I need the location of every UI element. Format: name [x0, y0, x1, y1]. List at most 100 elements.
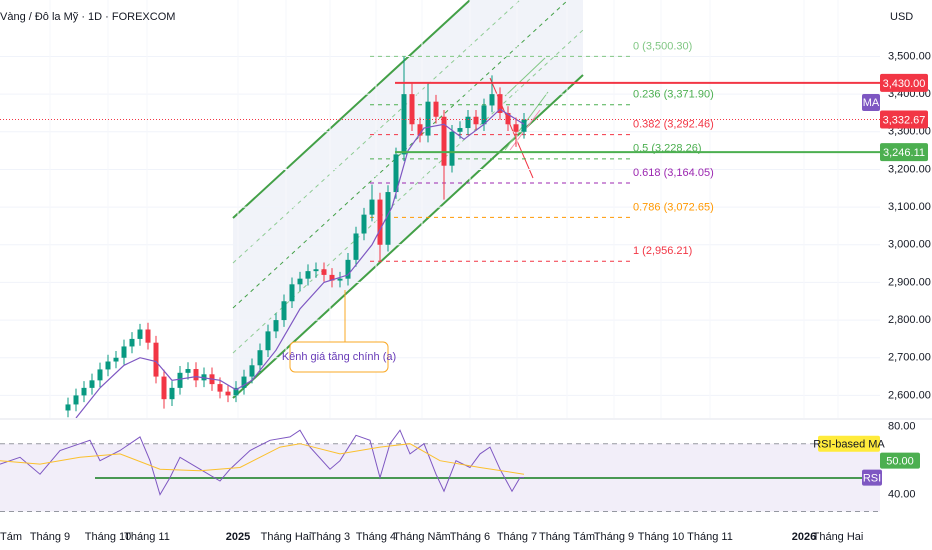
candle-body [129, 338, 135, 347]
fib-label: 0.618 (3,164.05) [633, 167, 714, 179]
x-tick-label: Tháng 10 [638, 531, 684, 543]
legend-label: RSI [863, 473, 881, 485]
candle-body [273, 320, 279, 332]
x-tick-label: Tháng 6 [450, 531, 490, 543]
candle-body [329, 274, 335, 281]
y-tick-label: 40.00 [888, 488, 916, 500]
y-tick-label: 3,100.00 [888, 201, 931, 213]
x-tick-label: Tháng 4 [356, 531, 396, 543]
candle-body [345, 259, 351, 279]
ma-line [75, 108, 525, 418]
candle-body [241, 376, 247, 388]
candle-body [313, 269, 319, 272]
x-tick-label: Tháng Tám [539, 531, 595, 543]
price-tag [880, 143, 928, 162]
annotation: Kênh giá tăng chính (a) [282, 351, 396, 363]
price-pane: 0 (3,500.30) 0.236 (3,371.90) 0.382 (3,292… [0, 0, 880, 418]
candle-body [481, 105, 487, 125]
candle-body [433, 101, 439, 117]
price-tag [880, 110, 928, 129]
candle-body [233, 387, 239, 396]
y-axis-label: USD [890, 11, 913, 23]
price-tag-label: 3,430.00 [883, 78, 926, 90]
x-tick-label: Tháng 9 [30, 531, 70, 543]
candle-body [161, 376, 167, 400]
price-tag-label: 3,246.11 [883, 147, 925, 159]
y-tick-label: 3,000.00 [888, 239, 931, 251]
candle-body [457, 128, 463, 132]
y-tick-label: 3,300.00 [888, 126, 931, 138]
candle-body [225, 391, 231, 396]
ma-tag [862, 94, 880, 111]
candle-body [449, 131, 455, 166]
candle-body [385, 192, 391, 245]
candle-body [441, 116, 447, 166]
rsi-value-tag [880, 452, 920, 469]
channel-mid [232, 0, 569, 309]
candle-body [121, 346, 127, 358]
candle-body [465, 116, 471, 129]
rsi-line [0, 443, 525, 475]
x-tick-label: Tháng Tám [0, 531, 22, 543]
fib-label: 0 (3,500.30) [633, 40, 692, 52]
y-tick-label: 80.00 [888, 421, 916, 433]
fib-label: 1 (2,956.21) [633, 245, 692, 257]
candle-body [305, 271, 311, 279]
rsi-line [0, 429, 524, 496]
candle-body [353, 233, 359, 260]
candle-body [153, 342, 159, 377]
candle-body [497, 94, 503, 113]
annotation-box [289, 341, 389, 373]
candle-body [337, 278, 343, 281]
candle-body [321, 269, 327, 275]
candle-body [513, 124, 519, 132]
x-tick-label: Tháng Năm [393, 531, 450, 543]
candle-body [177, 372, 183, 388]
candle-body [113, 357, 119, 362]
y-tick-label: 2,600.00 [888, 389, 931, 401]
candle-body [249, 365, 255, 377]
candle-body [473, 116, 479, 125]
candle-body [521, 119, 527, 132]
x-tick-label: Tháng Hai [813, 531, 864, 543]
rsi-value-label: 50.00 [886, 456, 914, 468]
y-tick-label: 2,800.00 [888, 314, 931, 326]
ma-tag-label: MA [863, 97, 880, 109]
wedge-line [489, 77, 534, 179]
x-tick-label: Tháng 9 [594, 531, 634, 543]
candle-body [65, 404, 71, 411]
candle-body [289, 284, 295, 302]
price-tag-label: 3,332.67 [883, 114, 926, 126]
candle-body [393, 154, 399, 193]
candle-body [97, 369, 103, 381]
candle-body [297, 278, 303, 285]
y-tick-label: 2,900.00 [888, 276, 931, 288]
fib-label: 0.786 (3,072.65) [633, 201, 714, 213]
y-tick-label: 3,200.00 [888, 163, 931, 175]
candle-body [145, 329, 151, 343]
x-tick-label: Tháng 3 [310, 531, 350, 543]
candle-body [217, 384, 223, 392]
x-tick-label: Tháng 11 [687, 531, 733, 543]
fib-label: 0.236 (3,371.90) [633, 89, 714, 101]
candle-body [401, 94, 407, 155]
x-tick-label: Tháng Hai [261, 531, 312, 543]
x-tick-label: Tháng 10 [85, 531, 131, 543]
chart-title: Vàng / Đô la Mỹ · 1D · FOREXCOM [0, 11, 175, 23]
rsi-pane [0, 429, 880, 513]
candle-body [265, 331, 271, 351]
price-tag [880, 73, 928, 92]
candle-body [105, 361, 111, 370]
candle-body [281, 301, 287, 321]
fib-label: 0.382 (3,292.46) [633, 119, 714, 131]
candle-body [505, 112, 511, 125]
y-tick-label: 2,700.00 [888, 352, 931, 364]
legend-tag [862, 469, 882, 486]
axes: Vàng / Đô la Mỹ · 1D · FOREXCOM USD 3,50… [0, 11, 931, 501]
candle-body [89, 380, 95, 388]
x-tick-label: Tháng 11 [124, 531, 170, 543]
candle-body [193, 369, 199, 381]
